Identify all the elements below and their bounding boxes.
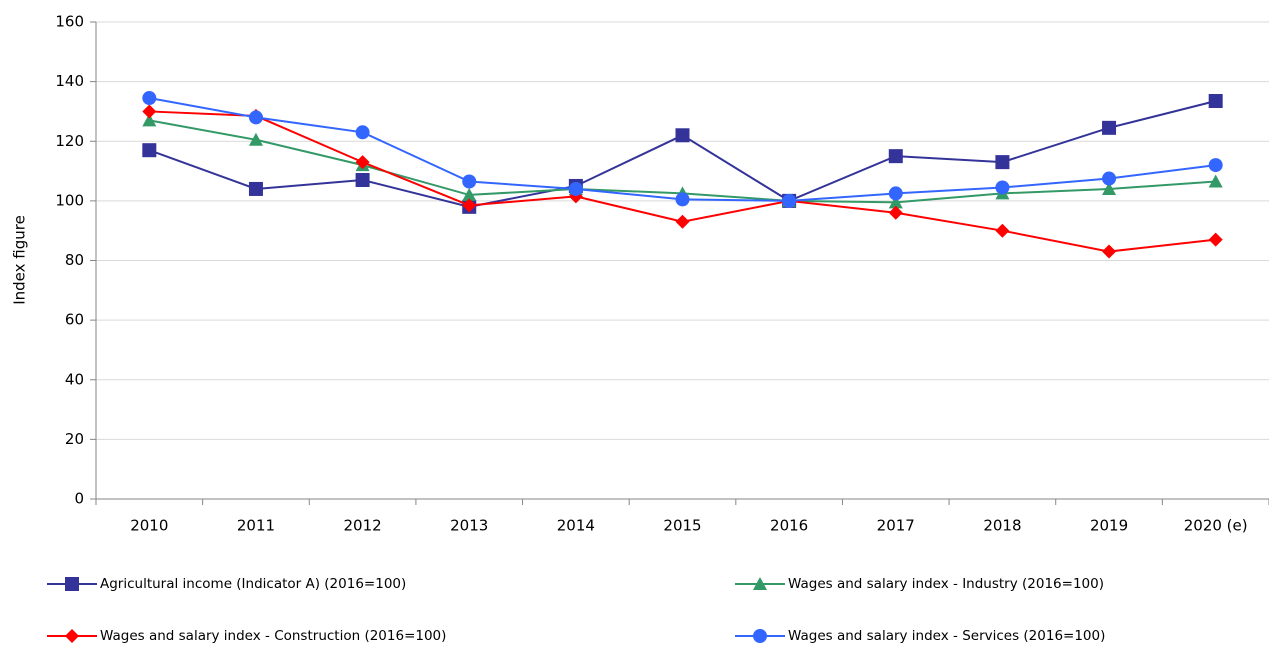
point (1102, 120, 1117, 135)
point (675, 214, 690, 229)
point (142, 113, 157, 127)
x-tick-label: 2010 (130, 517, 168, 535)
point (462, 174, 477, 189)
y-tick-label: 60 (65, 311, 84, 329)
point (782, 193, 797, 208)
point (888, 195, 903, 209)
point (462, 198, 477, 213)
y-tick-label: 40 (65, 370, 84, 388)
x-tick-label: 2011 (237, 517, 275, 535)
y-tick-label: 80 (65, 251, 84, 269)
x-tick-label: 2015 (663, 517, 701, 535)
y-tick-label: 120 (55, 132, 84, 150)
point (142, 104, 157, 119)
point (462, 187, 477, 201)
point (675, 128, 690, 143)
point (995, 180, 1010, 195)
y-tick-label: 20 (65, 430, 84, 448)
y-tick-label: 140 (55, 72, 84, 90)
x-tick-label: 2014 (557, 517, 595, 535)
point (888, 149, 903, 164)
point (248, 110, 263, 125)
point (355, 125, 370, 140)
point (1102, 181, 1117, 195)
point (142, 143, 157, 158)
point (355, 173, 370, 188)
x-tick-label: 2017 (877, 517, 915, 535)
point (888, 205, 903, 220)
point (995, 155, 1010, 170)
point (248, 181, 263, 196)
point (1102, 171, 1117, 186)
point (675, 192, 690, 207)
x-tick-label: 2018 (983, 517, 1021, 535)
legend-marker (753, 629, 767, 643)
legend-label: Agricultural income (Indicator A) (2016=… (100, 576, 406, 592)
point (1208, 94, 1223, 109)
legend-marker (753, 577, 767, 590)
x-tick-label: 2013 (450, 517, 488, 535)
point (1208, 174, 1223, 188)
y-axis-label: Index figure (11, 215, 29, 305)
x-tick-label: 2019 (1090, 517, 1128, 535)
point (1208, 158, 1223, 173)
x-tick-label: 2012 (343, 517, 381, 535)
legend-label: Wages and salary index - Industry (2016=… (788, 576, 1104, 592)
point (995, 223, 1010, 238)
point (1208, 232, 1223, 247)
point (248, 132, 263, 146)
legend-marker (65, 577, 79, 591)
point (568, 181, 583, 196)
x-tick-label: 2016 (770, 517, 808, 535)
x-tick-label: 2020 (e) (1184, 517, 1248, 535)
legend-label: Wages and salary index - Services (2016=… (788, 628, 1105, 644)
point (1102, 244, 1117, 259)
y-tick-label: 100 (55, 191, 84, 209)
point (888, 186, 903, 201)
point (355, 155, 370, 170)
y-tick-label: 0 (74, 490, 84, 508)
legend-label: Wages and salary index - Construction (2… (100, 628, 446, 644)
legend-marker (65, 629, 79, 643)
point (142, 91, 157, 106)
y-tick-label: 160 (55, 13, 84, 31)
